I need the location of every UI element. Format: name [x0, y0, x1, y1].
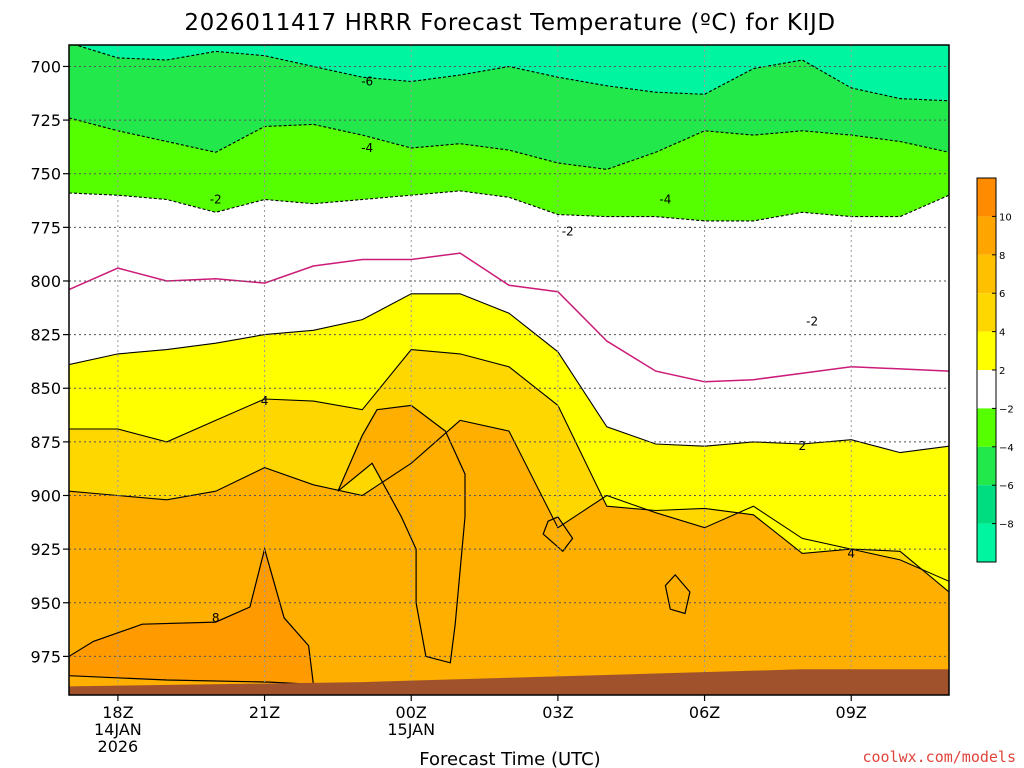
y-tick-label-950: 950 [30, 594, 61, 613]
colorbar-label-8: −8 [999, 520, 1014, 531]
temperature-fill-bands [69, 45, 949, 695]
colorbar-swatch-6 [977, 408, 996, 447]
contour-label-2: -2 [210, 193, 222, 207]
y-tick-label-825: 825 [30, 326, 61, 345]
colorbar-label-1: 8 [999, 251, 1005, 262]
ground-fill [69, 669, 949, 695]
colorbar-legend: 10 8 6 4 2 −2 −4 −6 −8 [976, 177, 1014, 563]
x-tick-label-7-1: 15JAN [387, 720, 435, 739]
x-tick-label-7-0: 00Z [396, 703, 427, 722]
y-tick-label-725: 725 [30, 111, 61, 130]
colorbar-label-0: 10 [999, 212, 1012, 223]
isotherm-p6 [69, 419, 949, 582]
isotherm-lines [69, 45, 949, 593]
x-tick-label-1-1: 14JAN [94, 720, 142, 739]
y-axis: 700 725 750 775 800 825 850 875 900 925 950 975 [30, 58, 69, 666]
colorbar-swatch-9 [977, 523, 996, 562]
colorbar-label-6: −4 [999, 443, 1014, 454]
y-tick-label-875: 875 [30, 433, 61, 452]
contour-label-3: -4 [659, 193, 671, 207]
warm-pocket-6c-east [664, 573, 691, 615]
band-<-6 [69, 45, 949, 101]
isotherm-zero [69, 252, 949, 383]
colorbar-swatch-3 [977, 293, 996, 332]
contour-label-0: -6 [361, 75, 373, 89]
isotherm-p4 [69, 349, 949, 593]
contour-label-6: 4 [261, 394, 269, 408]
contour-label-5: -2 [806, 315, 818, 329]
colorbar-label-2: 6 [999, 289, 1005, 300]
y-tick-label-850: 850 [30, 379, 61, 398]
x-tick-label-10-0: 03Z [542, 703, 573, 722]
colorbar-swatch-4 [977, 331, 996, 370]
colorbar-label-3: 4 [999, 328, 1005, 339]
contour-label-1: -4 [361, 141, 373, 155]
x-tick-label-1-2: 2026 [98, 737, 139, 756]
x-tick-label-1-0: 18Z [102, 703, 133, 722]
isotherm-p2 [69, 293, 949, 454]
colorbar-label-5: −2 [999, 404, 1014, 415]
colorbar-label-4: 2 [999, 366, 1005, 377]
warm-pocket-8c-low [69, 546, 315, 685]
contour-labels: -6 -4 -2 -4 -2 -2 4 2 4 8 [210, 75, 855, 625]
colorbar-swatch-8 [977, 485, 996, 524]
y-tick-label-925: 925 [30, 540, 61, 559]
y-tick-label-800: 800 [30, 272, 61, 291]
grid [69, 45, 949, 695]
credit-text: coolwx.com/models [862, 748, 1016, 766]
plot-frame [68, 44, 950, 696]
chart-title: 2026011417 HRRR Forecast Temperature (ºC… [184, 10, 835, 36]
warm-pocket-6c-small [542, 516, 574, 553]
y-tick-label-975: 975 [30, 647, 61, 666]
colorbar-swatch-7 [977, 446, 996, 486]
x-tick-label-16-0: 09Z [836, 703, 867, 722]
contour-label-7: 2 [798, 439, 806, 453]
x-axis-title: Forecast Time (UTC) [419, 749, 600, 768]
isotherm-m4 [69, 117, 949, 170]
colorbar-swatch-2 [977, 254, 996, 294]
colorbar-swatch-1 [977, 216, 996, 255]
contour-label-8: 4 [847, 546, 855, 560]
contour-label-9: 8 [212, 611, 220, 625]
x-tick-label-4-0: 21Z [249, 703, 280, 722]
x-tick-label-13-0: 06Z [689, 703, 720, 722]
colorbar-swatch-0 [977, 178, 996, 217]
y-tick-label-700: 700 [30, 58, 61, 77]
y-tick-label-750: 750 [30, 165, 61, 184]
colorbar-swatch-5 [977, 370, 996, 409]
colorbar-label-7: −6 [999, 481, 1014, 492]
y-tick-label-900: 900 [30, 487, 61, 506]
ground-surface [69, 669, 949, 695]
y-tick-label-775: 775 [30, 218, 61, 237]
isotherm-m2 [69, 190, 949, 222]
contour-label-4: -2 [562, 225, 574, 239]
